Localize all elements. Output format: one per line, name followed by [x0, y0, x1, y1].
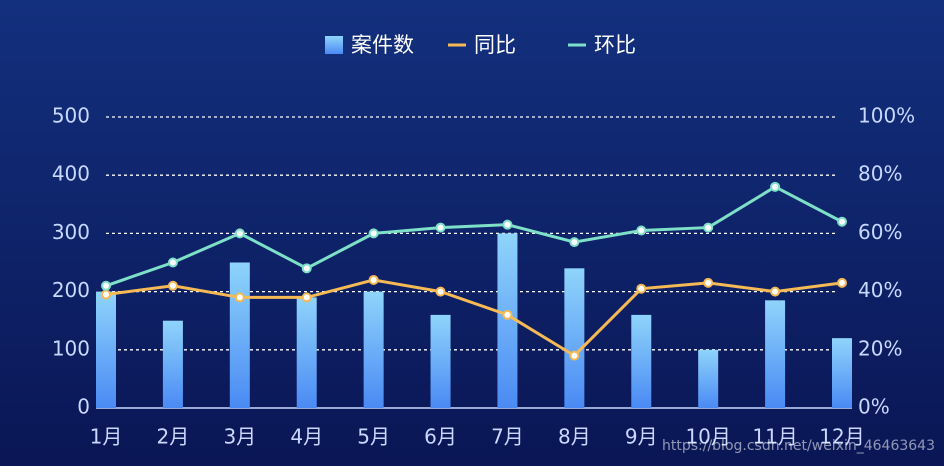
x-tick-label: 7月 — [491, 425, 524, 449]
bar — [765, 300, 786, 408]
watermark: https://blog.csdn.net/weixin_46463643 — [662, 438, 935, 454]
bar — [229, 262, 250, 408]
x-tick-label: 2月 — [157, 425, 190, 449]
x-tick-label: 12月 — [819, 425, 864, 449]
line-point — [703, 277, 714, 288]
line-point — [837, 216, 847, 227]
line-point — [435, 286, 446, 297]
line-point — [301, 292, 312, 303]
line-point — [703, 222, 714, 233]
x-tick-label: 6月 — [424, 425, 457, 449]
x-tick-label: 10月 — [685, 425, 730, 449]
y-tick-label: 500 — [52, 104, 90, 128]
line-point — [569, 237, 580, 248]
y-tick-label: 100 — [52, 336, 90, 360]
x-tick-label: 11月 — [752, 425, 797, 449]
line-point — [234, 228, 245, 239]
line-point — [770, 181, 781, 192]
x-tick-label: 8月 — [558, 425, 591, 449]
line-point — [837, 277, 847, 288]
legend-label: 环比 — [594, 33, 636, 57]
y2-tick-label: 80% — [858, 162, 902, 186]
line-point — [368, 274, 379, 285]
bar — [698, 349, 719, 408]
line-point — [770, 286, 781, 297]
line — [105, 185, 843, 288]
y2-tick-label: 100% — [858, 104, 915, 128]
bar — [564, 268, 585, 408]
legend-label: 同比 — [474, 33, 516, 57]
line-point — [569, 350, 580, 361]
y2-tick-label: 0% — [858, 395, 890, 419]
line-point — [636, 225, 647, 236]
x-tick-label: 1月 — [90, 425, 123, 449]
bar — [363, 291, 384, 408]
line-point — [502, 219, 513, 230]
legend-swatch — [325, 36, 343, 54]
line — [105, 278, 843, 358]
y2-tick-label: 40% — [858, 278, 902, 302]
x-tick-label: 5月 — [357, 425, 390, 449]
legend-label: 案件数 — [351, 33, 414, 57]
bar — [497, 233, 518, 408]
line-point — [234, 292, 245, 303]
y-tick-label: 400 — [52, 162, 90, 186]
x-tick-label: 4月 — [290, 425, 323, 449]
bar — [96, 291, 116, 408]
line-point — [167, 280, 178, 291]
line-point — [101, 280, 111, 291]
bar — [296, 297, 317, 408]
line-point — [636, 283, 647, 294]
y-tick-label: 200 — [52, 278, 90, 302]
bar — [162, 320, 183, 408]
line-point — [101, 289, 111, 300]
legend: 案件数 同比 环比 — [325, 33, 636, 57]
line-point — [502, 309, 513, 320]
y-tick-label: 300 — [52, 220, 90, 244]
bar — [430, 314, 451, 408]
bar — [832, 338, 852, 408]
y2-tick-label: 20% — [858, 336, 902, 360]
line-point — [167, 257, 178, 268]
line-point — [435, 222, 446, 233]
y2-tick-label: 60% — [858, 220, 902, 244]
y-tick-label: 0 — [77, 395, 90, 419]
x-tick-label: 9月 — [625, 425, 658, 449]
line-point — [368, 228, 379, 239]
bar — [631, 314, 652, 408]
x-tick-label: 3月 — [223, 425, 256, 449]
line-point — [301, 263, 312, 274]
